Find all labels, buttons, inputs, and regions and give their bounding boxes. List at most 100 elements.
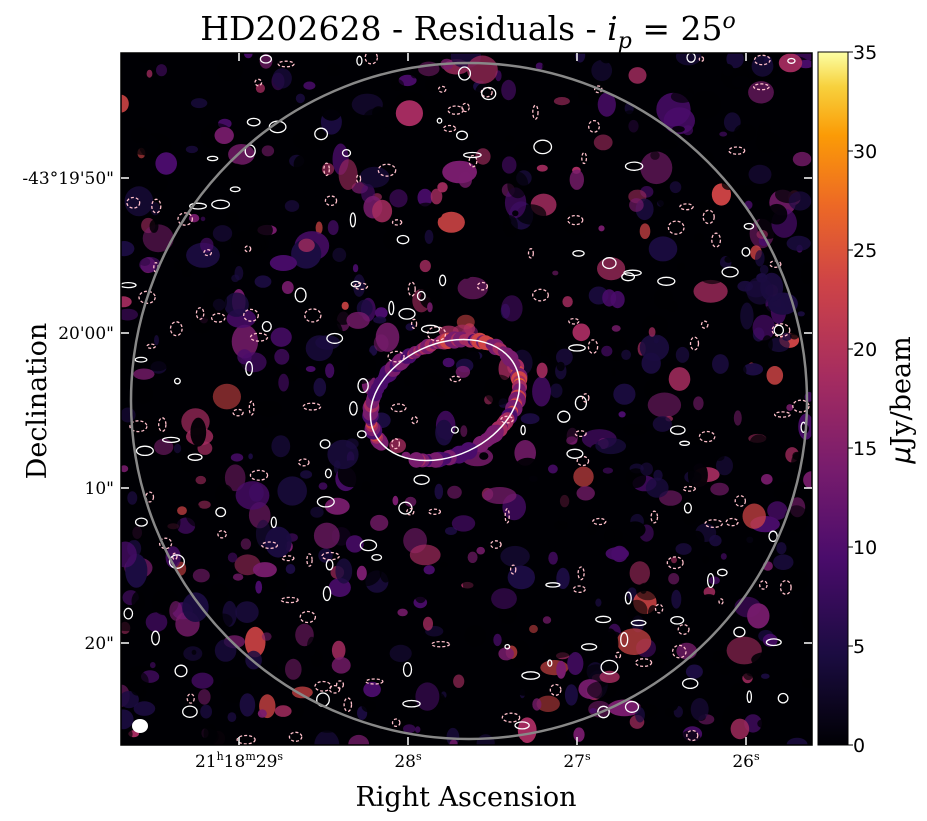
positive-contour [721,266,739,278]
positive-contour [402,699,421,708]
noise-blob [345,330,363,349]
negative-contour [328,684,341,694]
positive-contour [316,496,335,508]
negative-contour [126,196,141,209]
noise-blob [498,647,514,661]
positive-contour [765,638,782,647]
positive-contour [670,615,685,625]
noise-blob [597,92,616,117]
noise-blob [123,343,151,367]
noise-blob [479,452,489,460]
noise-blob [131,591,146,611]
noise-blob [437,182,448,193]
noise-blob [414,589,427,604]
noise-blob [160,510,181,534]
negative-contour [437,85,447,93]
noise-blob [599,670,620,684]
noise-blob [618,411,626,418]
noise-blob [501,79,516,101]
positive-contour [630,619,647,627]
noise-blob [379,561,392,583]
positive-contour [545,582,561,588]
positive-contour [326,332,344,344]
noise-blob [201,60,210,66]
negative-contour [186,693,195,704]
noise-blob [576,624,590,644]
noise-blob [166,252,174,261]
noise-blob [504,135,514,142]
positive-contour [533,139,553,155]
noise-blob [653,469,663,481]
noise-blob [453,592,473,617]
noise-blob [645,293,652,303]
colorbar-tick-label: 5 [853,636,865,658]
positive-contour [168,554,185,569]
colorbar-tick-label: 15 [853,438,877,460]
noise-blob [390,79,404,91]
negative-contour [442,124,457,133]
noise-blob [481,103,501,131]
positive-contour [245,361,254,376]
positive-contour [438,274,447,287]
noise-blob [558,515,568,525]
negative-contour [391,219,403,226]
noise-blob [501,156,517,174]
negative-contour [576,455,590,467]
noise-blob [532,698,542,711]
negative-contour [527,248,534,259]
negative-contour [581,152,588,165]
noise-blob [254,275,272,288]
noise-blob [285,564,296,574]
noise-blob [714,452,725,461]
noise-blob [156,64,167,77]
negative-contour [615,651,622,659]
noise-blob [647,392,682,418]
noise-blob [230,453,244,462]
positive-contour [514,721,530,730]
noise-blob [269,255,297,271]
noise-blob [433,248,445,261]
negative-contour [476,281,489,291]
noise-blob [311,266,330,291]
noise-blob [293,154,311,174]
noise-blob [488,658,496,667]
negative-contour [504,508,510,524]
positive-contour [349,401,358,416]
noise-blob [507,171,529,199]
positive-contour [341,148,352,158]
noise-blob [331,657,351,674]
noise-blob [766,203,788,225]
noise-blob [476,546,486,555]
positive-contour [683,502,692,514]
noise-blob [609,500,627,514]
noise-blob [130,682,144,696]
noise-blob [653,337,659,344]
noise-blob [224,292,249,317]
noise-blob [786,737,808,745]
negative-contour [304,308,322,323]
noise-blob [173,443,182,454]
noise-blob [595,598,602,607]
noise-blob [529,624,538,634]
noise-blob [564,684,578,706]
negative-contour [427,508,442,515]
contours [121,53,810,745]
noise-blob [736,534,761,551]
noise-blob [258,158,278,169]
noise-blob [298,238,315,252]
positive-contour [733,626,746,638]
beam-ellipse [132,719,148,733]
noise-blob [705,218,720,236]
negative-contour [509,564,517,575]
noise-blob [216,155,228,167]
positive-contour [319,439,331,449]
noise-blob [566,436,578,445]
noise-blob [200,216,206,222]
noise-blob [382,386,403,401]
noise-blob [372,199,393,223]
negative-contour [288,731,303,742]
noise-blob [370,451,395,470]
noise-blob [240,538,252,550]
noise-blob [517,717,537,743]
